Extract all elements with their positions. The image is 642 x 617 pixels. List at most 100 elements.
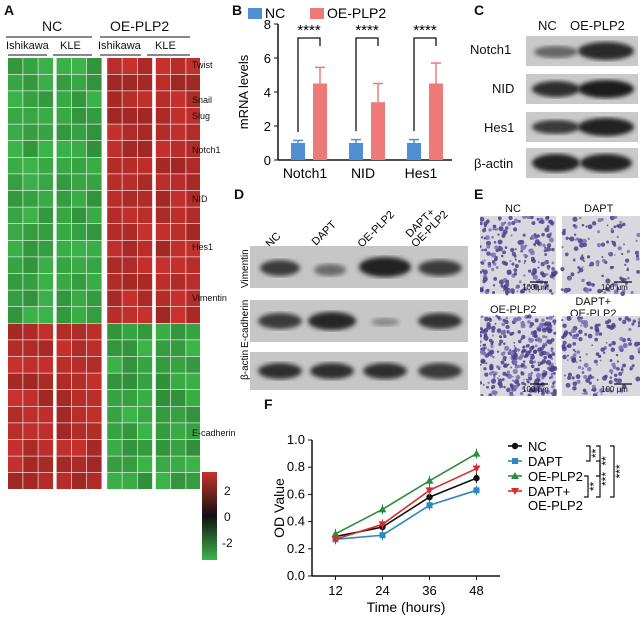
transwell-cell <box>536 217 540 221</box>
transwell-cell <box>537 266 540 269</box>
panel-c-label: C <box>474 2 485 18</box>
transwell-cell <box>513 317 519 323</box>
heatmap-cell <box>38 473 53 489</box>
band-c-hes1-nc <box>532 120 580 134</box>
transwell-cell <box>582 388 587 393</box>
transwell-cell <box>514 346 517 350</box>
heatmap-cell <box>122 273 137 290</box>
heatmap-cell <box>71 406 87 423</box>
heatmap-cell <box>155 406 171 423</box>
band-d-ecad-dapt <box>308 312 356 330</box>
transwell-cell <box>530 364 535 369</box>
band-d-vim-oe <box>359 257 411 277</box>
transwell-cell <box>489 354 493 357</box>
transwell-cell <box>546 284 550 287</box>
transwell-cell <box>488 338 493 343</box>
transwell-cell <box>480 327 483 331</box>
transwell-cell <box>553 323 556 326</box>
transwell-cell <box>506 330 510 334</box>
transwell-cell <box>604 387 609 392</box>
transwell-cell <box>511 379 515 382</box>
transwell-cell <box>483 227 487 230</box>
heatmap-cell <box>155 141 171 157</box>
heatmap-cell <box>171 240 186 257</box>
transwell-cell <box>546 225 550 228</box>
transwell-cell <box>545 359 552 365</box>
transwell-cell <box>624 258 630 263</box>
transwell-cell <box>522 216 527 220</box>
transwell-cell <box>572 348 576 352</box>
bar-sig-label: **** <box>297 22 321 39</box>
transwell-cell <box>544 227 550 233</box>
transwell-cell <box>635 239 638 242</box>
heatmap-cell <box>87 58 102 74</box>
heatmap-cell <box>137 190 153 207</box>
heatmap-cell <box>8 323 23 340</box>
heatmap-cell <box>122 157 137 174</box>
transwell-cell <box>615 380 619 384</box>
transwell-cell <box>578 329 583 335</box>
gene-label-notch1: Notch1 <box>192 145 221 155</box>
heatmap-cell <box>107 423 122 440</box>
heatmap-cell <box>186 273 200 290</box>
heatmap-cell <box>38 456 53 473</box>
transwell-cell <box>573 233 577 236</box>
transwell-cell <box>549 367 553 372</box>
heatmap-cell <box>122 456 137 473</box>
transwell-cell <box>601 274 604 278</box>
heatmap-cell <box>155 58 171 74</box>
transwell-cell <box>522 233 526 237</box>
bar-OE-PLP2-NID <box>371 102 385 160</box>
heatmap-cell <box>71 290 87 307</box>
heatmap-cell <box>171 107 186 124</box>
transwell-cell <box>537 327 542 332</box>
heatmap-cell <box>87 423 102 440</box>
transwell-cell <box>562 332 568 337</box>
transwell-cell <box>578 355 582 359</box>
heatmap-group-nc: NC <box>42 18 63 34</box>
heatmap-cell <box>137 307 153 323</box>
transwell-cell <box>523 262 526 264</box>
transwell-cell <box>510 234 513 237</box>
line-xtick-label: 24 <box>375 583 389 598</box>
transwell-cell <box>529 322 535 327</box>
transwell-cell <box>500 222 505 227</box>
transwell-cell <box>552 315 555 318</box>
transwell-cell <box>561 319 564 322</box>
heatmap-cell <box>23 473 38 489</box>
line-ytick-label: 0.4 <box>287 514 305 529</box>
line-xtick-label: 36 <box>422 583 436 598</box>
heatmap-cell <box>122 290 137 307</box>
heatmap-cell <box>23 207 38 224</box>
heatmap-cell <box>23 91 38 108</box>
transwell-cell <box>544 285 548 289</box>
transwell-cell <box>510 384 515 389</box>
heatmap-cell <box>186 141 200 157</box>
line-point <box>331 536 340 544</box>
bar-ytick-label: 2 <box>264 119 271 134</box>
transwell-cell <box>508 216 513 221</box>
transwell-cell <box>621 222 626 227</box>
heatmap-cell <box>56 74 72 91</box>
heatmap-cell <box>107 91 122 108</box>
sig-bracket-nc-oe-label: ** <box>599 456 613 466</box>
heatmap-sub-ishikawa: Ishikawa <box>6 40 49 52</box>
blot-c-row-hes1: Hes1 <box>484 120 515 135</box>
heatmap-cell <box>186 224 200 240</box>
heatmap-cell <box>71 257 87 274</box>
heatmap-cell <box>87 74 102 91</box>
heatmap-cell <box>87 257 102 274</box>
heatmap-cell <box>155 390 171 406</box>
heatmap-cell <box>186 456 200 473</box>
heatmap-cell <box>38 390 53 406</box>
transwell-cell <box>609 359 613 362</box>
transwell-cell <box>548 354 553 359</box>
transwell-cell <box>524 254 527 257</box>
gene-label-vimentin: Vimentin <box>192 293 227 303</box>
transwell-cell <box>580 324 583 327</box>
transwell-cell <box>497 233 500 236</box>
transwell-cell <box>552 277 555 280</box>
heatmap-cell <box>87 356 102 373</box>
transwell-cell <box>513 272 518 276</box>
transwell-cell <box>489 349 495 355</box>
